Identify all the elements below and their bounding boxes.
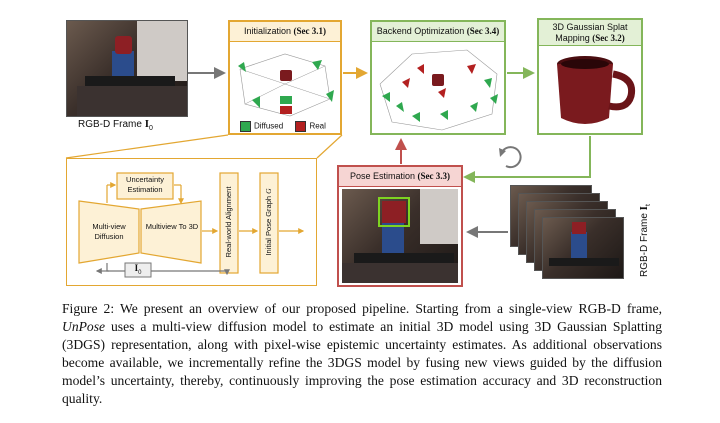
backend-title: Backend Optimization [376, 26, 465, 36]
mapping-title-line2: Mapping [555, 33, 590, 43]
legend-diffused-swatch [240, 121, 251, 132]
legend-real-label: Real [309, 121, 326, 131]
pipeline-arrows [65, 67, 591, 238]
multiview-to-3d-label: Multiview To 3D [145, 222, 199, 231]
mapping-ref: (Sec 3.2) [592, 33, 625, 43]
initialization-legend: Diffused Real [240, 121, 326, 132]
i0-feedback-label: I0 [134, 263, 142, 276]
refresh-cycle-icon [495, 148, 519, 172]
backend-optimization-stage: Backend Optimization (Sec 3.4) [370, 20, 506, 135]
pose-ref: (Sec 3.3) [417, 171, 451, 181]
legend-real-swatch [295, 121, 307, 132]
figure-caption: Figure 2: We present an overview of our … [62, 301, 662, 406]
initial-pose-graph-label: Initial Pose Graph G [264, 188, 273, 256]
pose-estimation-image [342, 189, 458, 283]
backend-ref: (Sec 3.4) [466, 26, 500, 36]
pipeline-figure: RGB-D Frame I0 Initialization (Sec 3.1) … [65, 18, 652, 287]
multiview-diffusion-label: Multi-view Diffusion [92, 222, 126, 241]
backend-camera-diagram [379, 49, 498, 131]
gaussian-splat-mapping-stage: 3D Gaussian Splat Mapping (Sec 3.2) [537, 18, 643, 135]
legend-diffused-label: Diffused [254, 121, 284, 131]
rgbd-frames-label: RGB-D Frame It [638, 204, 652, 277]
reconstructed-mug-image [557, 56, 636, 124]
mapping-title-line1: 3D Gaussian Splat [552, 22, 628, 32]
detail-diagram [78, 172, 305, 278]
method-name: UnPose [62, 319, 106, 334]
initialization-camera-diagram [238, 53, 334, 117]
initialization-detail-box: Uncertainty Estimation Multi-view Diffus… [66, 158, 317, 286]
rgbd-frame-stack [510, 185, 630, 285]
rgbd-frame-image [66, 20, 188, 117]
initialization-title: Initialization [243, 26, 291, 36]
rgbd-frame-label: RGB-D Frame I0 [78, 118, 153, 132]
pose-estimation-stage: Pose Estimation (Sec 3.3) [337, 165, 463, 287]
initialization-ref: (Sec 3.1) [293, 26, 327, 36]
uncertainty-estimation-label: Uncertainty Estimation [126, 175, 164, 194]
pose-title: Pose Estimation [349, 171, 415, 181]
initialization-stage: Initialization (Sec 3.1) Diffused Real [228, 20, 342, 135]
real-world-alignment-label: Real-world Alignment [224, 186, 233, 258]
